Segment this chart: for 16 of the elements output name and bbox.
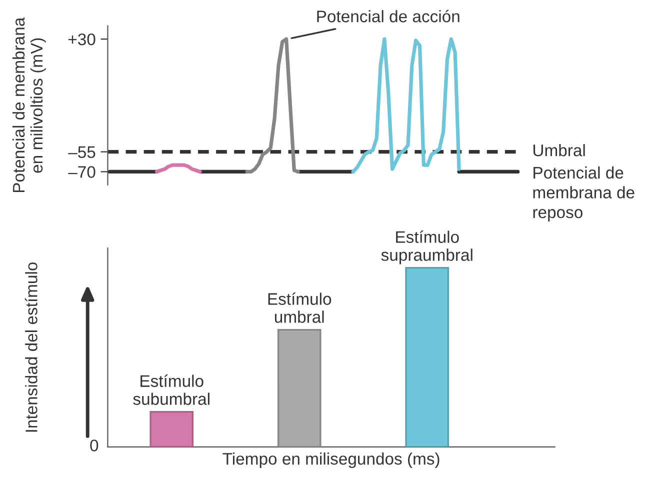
line-series (245, 37, 300, 174)
line-series (154, 163, 202, 174)
x-tick-label: Estímulo umbral (268, 292, 332, 323)
text: Potencial de membrana de reposo (533, 166, 634, 222)
x-axis-title: Tiempo en milisegundos (ms) (222, 452, 440, 468)
y-axis-title: Potencial de membrana en milivoltios (mV) (12, 17, 46, 192)
y-tick-label: –70 (68, 166, 96, 178)
y-axis-title: Intensidad del estímulo (24, 262, 38, 432)
line-series (351, 37, 461, 174)
ref-line-label: Umbral (534, 144, 585, 156)
text: Potencial de acción (317, 10, 460, 22)
x-tick-label: Estímulo supraumbral (381, 230, 472, 264)
x-tick-label: Estímulo subumbral (133, 374, 210, 405)
y-tick-label: –55 (68, 146, 96, 158)
text: 0 (90, 440, 98, 452)
y-tick-label: +30 (68, 33, 96, 46)
